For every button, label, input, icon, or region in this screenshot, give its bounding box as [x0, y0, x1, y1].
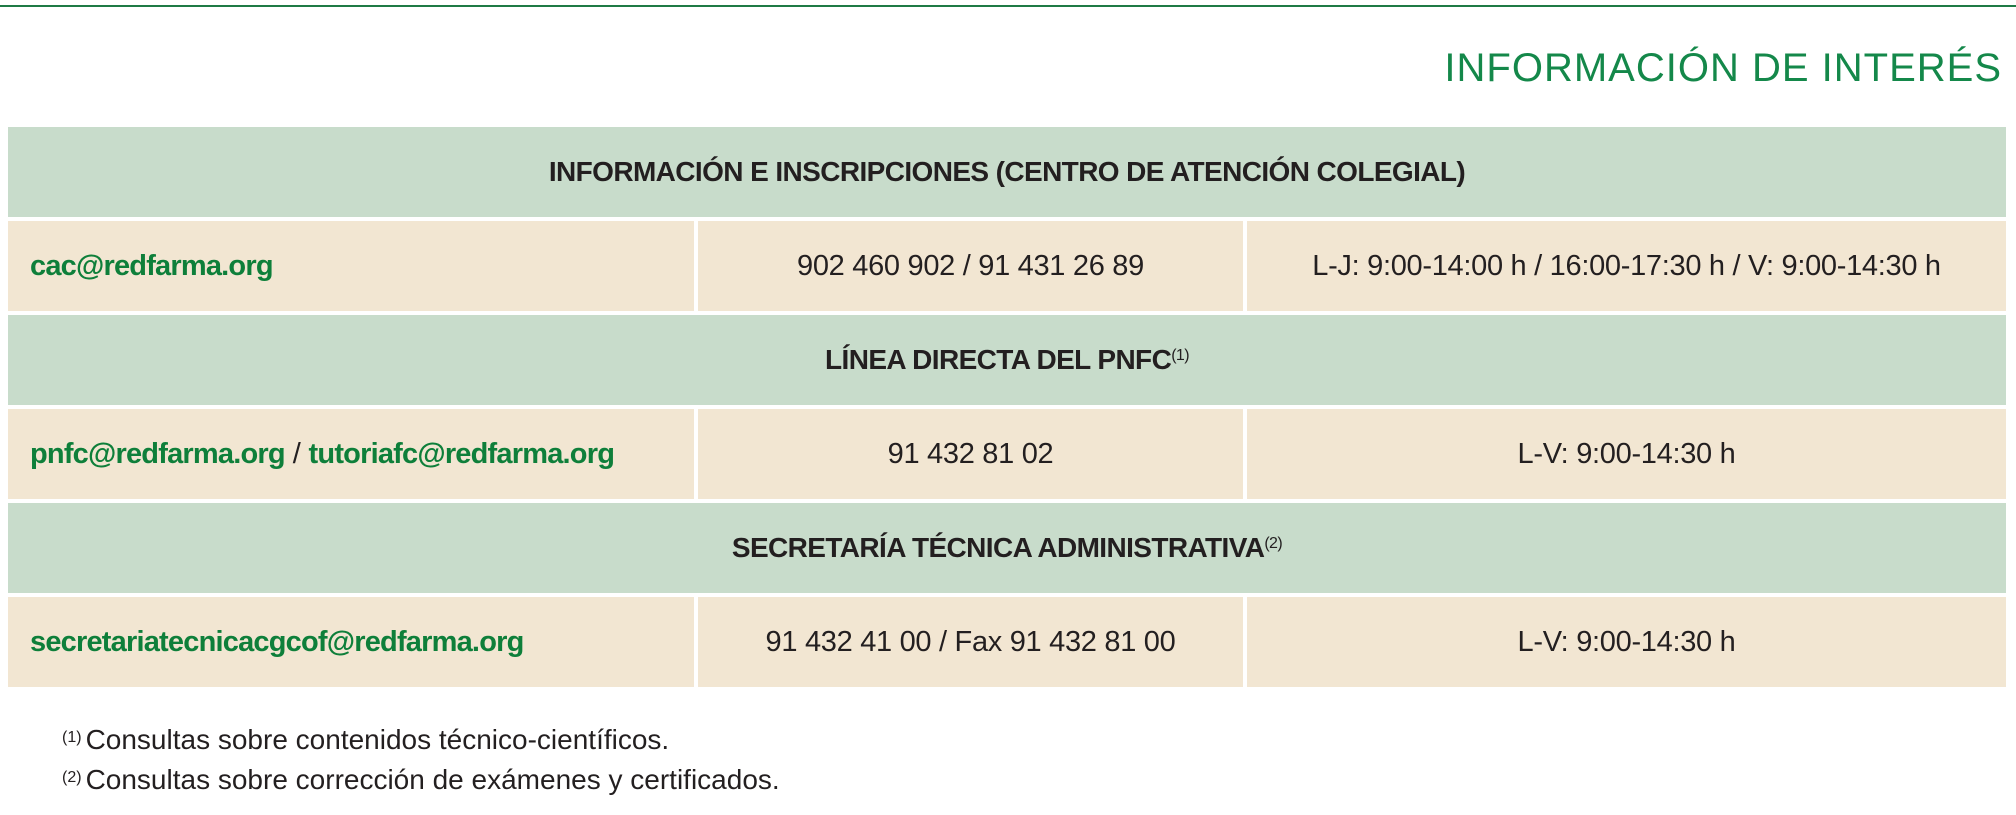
footnotes: (1) Consultas sobre contenidos técnico-ci… [62, 720, 780, 800]
footnote-text: Consultas sobre corrección de exámenes y… [85, 764, 780, 795]
email-link[interactable]: secretariatecnicacgcof@redfarma.org [30, 625, 524, 658]
email-link[interactable]: tutoriafc@redfarma.org [308, 437, 615, 470]
footnote-marker: (2) [62, 769, 82, 786]
footnote: (2) Consultas sobre corrección de exámene… [62, 760, 780, 800]
phone-cell: 902 460 902 / 91 431 26 89 [698, 221, 1243, 311]
email-link[interactable]: pnfc@redfarma.org [30, 437, 286, 470]
footnote-text: Consultas sobre contenidos técnico-cient… [85, 724, 670, 755]
top-rule [0, 5, 2016, 7]
hours-cell: L-V: 9:00-14:30 h [1247, 597, 2006, 687]
table-row: secretariatecnicacgcof@redfarma.org 91 4… [8, 597, 2006, 687]
hours-cell: L-V: 9:00-14:30 h [1247, 409, 2006, 499]
footnote-ref: (2) [1264, 535, 1283, 552]
email-link[interactable]: cac@redfarma.org [30, 249, 274, 282]
page-title: INFORMACIÓN DE INTERÉS [1444, 46, 2002, 90]
section-header-secretaria: SECRETARÍA TÉCNICA ADMINISTRATIVA (2) [8, 503, 2006, 593]
section-heading: INFORMACIÓN E INSCRIPCIONES (CENTRO DE A… [548, 156, 1466, 187]
email-cell: pnfc@redfarma.org / tutoriafc@redfarma.o… [8, 409, 694, 499]
footnote: (1) Consultas sobre contenidos técnico-ci… [62, 720, 780, 760]
hours-cell: L-J: 9:00-14:00 h / 16:00-17:30 h / V: 9… [1247, 221, 2006, 311]
email-cell: cac@redfarma.org [8, 221, 694, 311]
footnote-marker: (1) [62, 729, 82, 746]
email-cell: secretariatecnicacgcof@redfarma.org [8, 597, 694, 687]
section-heading: SECRETARÍA TÉCNICA ADMINISTRATIVA [731, 532, 1265, 563]
email-separator: / [292, 437, 301, 470]
section-heading: LÍNEA DIRECTA DEL PNFC [825, 344, 1172, 375]
section-header-inscripciones: INFORMACIÓN E INSCRIPCIONES (CENTRO DE A… [8, 127, 2006, 217]
table-row: pnfc@redfarma.org / tutoriafc@redfarma.o… [8, 409, 2006, 499]
phone-cell: 91 432 81 02 [698, 409, 1243, 499]
section-header-pnfc: LÍNEA DIRECTA DEL PNFC (1) [8, 315, 2006, 405]
footnote-ref: (1) [1171, 347, 1189, 364]
table-row: cac@redfarma.org 902 460 902 / 91 431 26… [8, 221, 2006, 311]
phone-cell: 91 432 41 00 / Fax 91 432 81 00 [698, 597, 1243, 687]
